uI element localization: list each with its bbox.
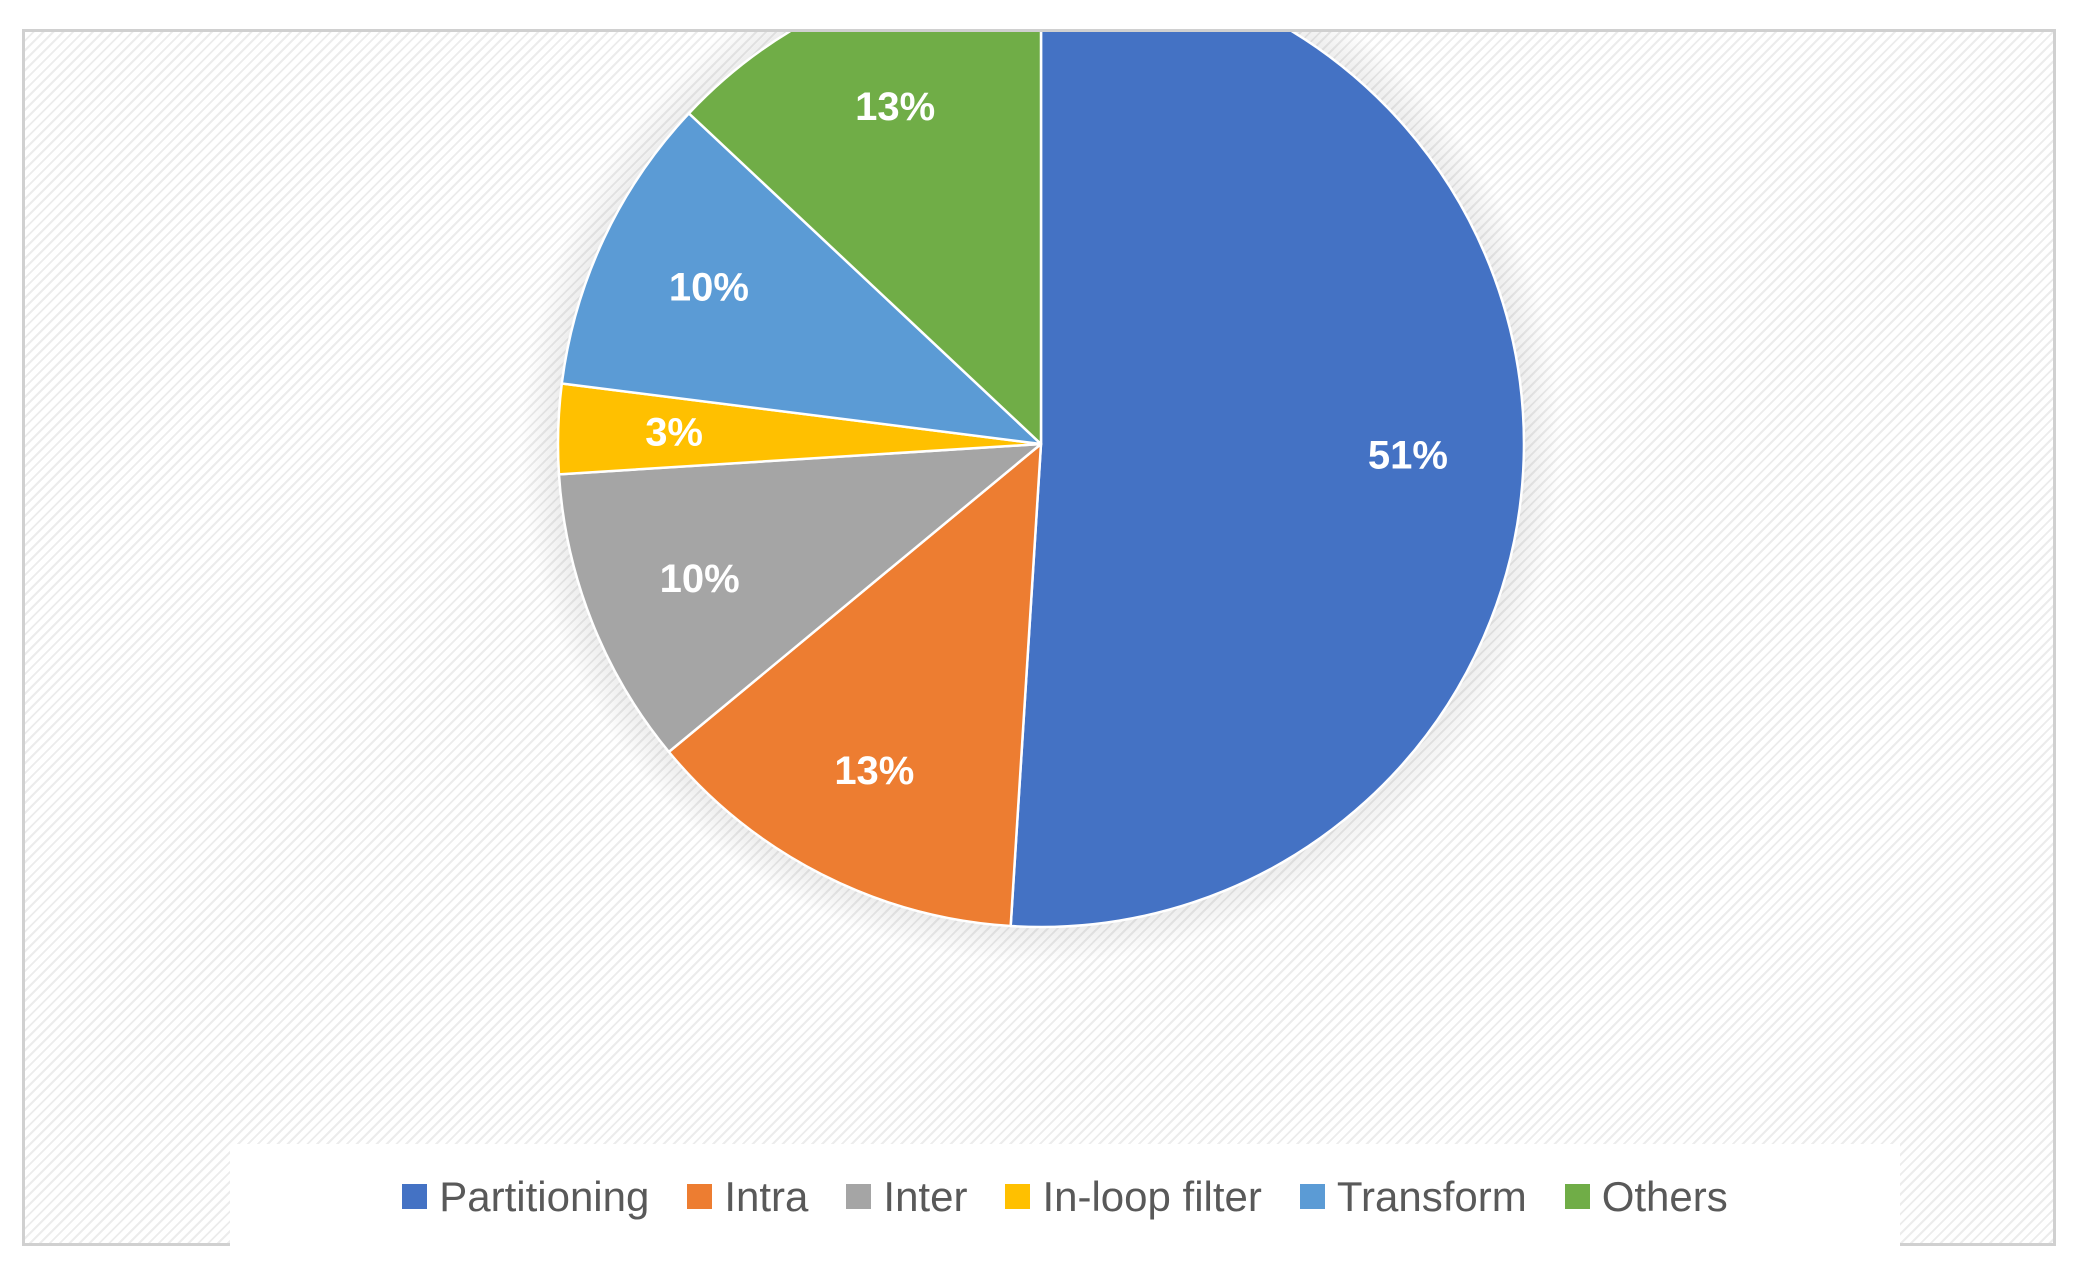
legend-label-transform: Transform xyxy=(1336,1172,1527,1220)
legend-item-others: Others xyxy=(1564,1172,1728,1221)
legend-swatch-inter xyxy=(846,1184,872,1209)
pie-chart: 51% 13% 10% 3% 10% 13% xyxy=(521,32,1561,964)
legend-label-intra: Intra xyxy=(724,1172,809,1220)
legend-item-transform: Transform xyxy=(1299,1172,1527,1221)
legend-label-others: Others xyxy=(1601,1172,1728,1220)
data-label-partitioning: 51% xyxy=(1368,434,1448,478)
pie-slice-inter xyxy=(557,442,1043,754)
legend-swatch-others xyxy=(1564,1184,1590,1209)
data-label-intra: 13% xyxy=(834,749,914,793)
legend-swatch-intra xyxy=(687,1184,713,1209)
legend-label-partitioning: Partitioning xyxy=(439,1172,650,1220)
data-label-others: 13% xyxy=(855,85,935,129)
pie-slice-partitioning xyxy=(1009,32,1526,929)
data-label-in-loop-filter: 3% xyxy=(645,410,703,454)
data-label-inter: 10% xyxy=(660,557,740,601)
legend-item-inter: Inter xyxy=(846,1173,967,1221)
legend-swatch-partitioning xyxy=(402,1184,428,1209)
pie-slice-intra xyxy=(667,442,1043,928)
legend: Partitioning Intra Inter In-loop filter … xyxy=(230,1144,1900,1249)
chart-area: 51% 13% 10% 3% 10% 13% Partitioning Intra Int… xyxy=(22,29,2056,1249)
legend-item-in-loop-filter: In-loop filter xyxy=(1005,1172,1262,1221)
legend-swatch-transform xyxy=(1299,1184,1325,1209)
pie-slice-others xyxy=(687,32,1043,446)
legend-label-in-loop-filter: In-loop filter xyxy=(1042,1172,1262,1220)
data-label-transform: 10% xyxy=(669,266,749,310)
legend-swatch-in-loop-filter xyxy=(1005,1184,1031,1209)
legend-label-inter: Inter xyxy=(883,1172,968,1220)
pie-slice-transform xyxy=(560,112,1043,446)
legend-item-partitioning: Partitioning xyxy=(402,1173,649,1221)
legend-item-intra: Intra xyxy=(687,1173,808,1221)
